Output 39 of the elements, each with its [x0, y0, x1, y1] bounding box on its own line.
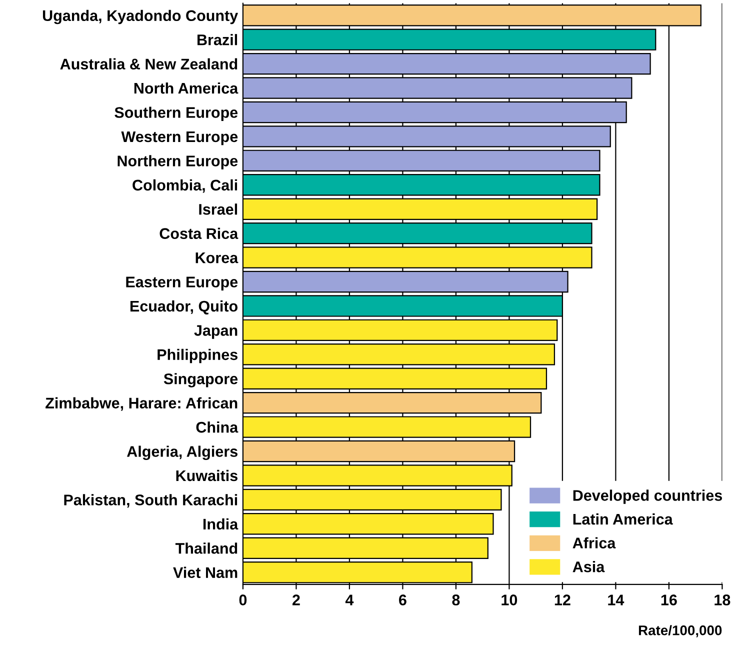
x-tick-label: 18	[714, 594, 730, 606]
y-tick-label: Thailand	[175, 542, 238, 554]
legend-label: Africa	[572, 537, 616, 548]
y-tick-label: Algeria, Algiers	[126, 446, 238, 460]
x-tick-label: 16	[661, 594, 677, 606]
x-tick-label: 4	[345, 594, 354, 606]
y-tick-label: Pakistan, South Karachi	[64, 494, 238, 508]
x-tick-label: 10	[502, 594, 518, 606]
y-tick-label: Brazil	[198, 34, 238, 46]
legend-label: Asia	[572, 561, 605, 572]
y-tick-label: Kuwaitis	[176, 470, 238, 482]
y-tick-label: Ecuador, Quito	[130, 300, 238, 314]
y-tick-label: Viet Nam	[173, 566, 238, 578]
x-tick-label: 14	[608, 594, 624, 606]
y-tick-label: Singapore	[164, 373, 238, 388]
y-tick-label: Costa Rica	[160, 228, 238, 239]
legend-label: Latin America	[573, 513, 673, 525]
y-tick-label: Northern Europe	[118, 155, 238, 170]
y-tick-label: Japan	[194, 325, 238, 339]
y-tick-label: Colombia, Cali	[132, 179, 238, 193]
x-tick-label: 2	[292, 594, 300, 606]
legend-label: Developed countries	[573, 490, 722, 504]
y-tick-label: Eastern Europe	[126, 276, 238, 290]
x-tick-label: 12	[554, 594, 570, 606]
y-tick-label: Korea	[196, 252, 238, 264]
x-tick-label: 0	[239, 594, 247, 606]
y-tick-label: Uganda, Kyadondo County	[42, 10, 238, 24]
y-tick-label: Israel	[199, 204, 238, 215]
y-tick-label: Australia & New Zealand	[60, 58, 238, 70]
y-tick-label: Southern Europe	[114, 106, 238, 121]
x-tick-label: 6	[399, 594, 406, 606]
y-tick-label: Zimbabwe, Harare: African	[46, 397, 238, 411]
x-tick-label: 8	[452, 594, 460, 606]
y-tick-label: India	[203, 518, 238, 530]
y-tick-label: Philippines	[158, 348, 238, 364]
y-tick-label: Western Europe	[121, 131, 238, 146]
x-axis-title: Rate/100,000	[638, 625, 722, 638]
y-tick-label: China	[196, 422, 238, 433]
y-tick-label: North America	[134, 82, 238, 94]
